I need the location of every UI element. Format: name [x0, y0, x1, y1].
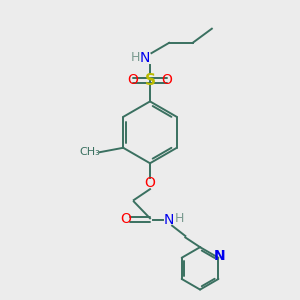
- Text: S: S: [145, 73, 155, 88]
- Text: N: N: [214, 249, 226, 263]
- Text: O: O: [162, 73, 172, 87]
- Text: H: H: [175, 212, 184, 225]
- Text: N: N: [140, 51, 150, 65]
- Text: N: N: [164, 213, 174, 227]
- Text: H: H: [130, 51, 140, 64]
- Text: O: O: [120, 212, 131, 226]
- Text: CH₃: CH₃: [79, 147, 100, 157]
- Text: O: O: [128, 73, 138, 87]
- Text: O: O: [145, 176, 155, 190]
